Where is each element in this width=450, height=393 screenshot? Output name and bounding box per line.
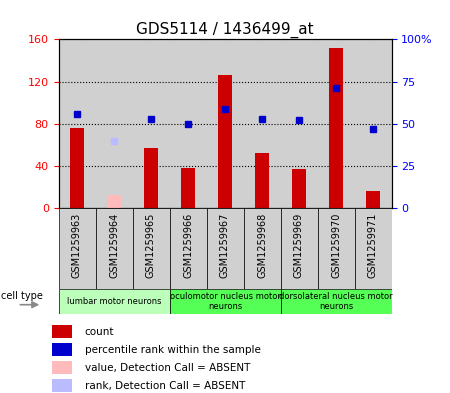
Text: rank, Detection Call = ABSENT: rank, Detection Call = ABSENT bbox=[85, 380, 245, 391]
Bar bbox=[58, 39, 95, 208]
Text: GSM1259963: GSM1259963 bbox=[72, 212, 82, 277]
Bar bbox=[58, 289, 170, 314]
Bar bbox=[52, 343, 72, 356]
Text: percentile rank within the sample: percentile rank within the sample bbox=[85, 345, 261, 355]
Bar bbox=[292, 169, 306, 208]
Bar bbox=[58, 208, 95, 289]
Bar bbox=[52, 325, 72, 338]
Text: GSM1259969: GSM1259969 bbox=[294, 212, 304, 277]
Bar bbox=[218, 75, 232, 208]
Text: value, Detection Call = ABSENT: value, Detection Call = ABSENT bbox=[85, 363, 250, 373]
Text: GSM1259964: GSM1259964 bbox=[109, 212, 119, 277]
Text: count: count bbox=[85, 327, 114, 337]
Text: GSM1259966: GSM1259966 bbox=[183, 212, 193, 277]
Bar bbox=[70, 128, 85, 208]
Bar bbox=[328, 48, 343, 208]
Bar bbox=[365, 191, 380, 208]
Bar bbox=[132, 208, 170, 289]
Text: GSM1259971: GSM1259971 bbox=[368, 212, 378, 278]
Bar bbox=[180, 168, 195, 208]
Bar bbox=[280, 208, 318, 289]
Title: GDS5114 / 1436499_at: GDS5114 / 1436499_at bbox=[136, 22, 314, 38]
Text: GSM1259968: GSM1259968 bbox=[257, 212, 267, 277]
Text: GSM1259970: GSM1259970 bbox=[331, 212, 341, 278]
Bar bbox=[255, 153, 270, 208]
Bar bbox=[318, 39, 355, 208]
Bar bbox=[318, 208, 355, 289]
Text: cell type: cell type bbox=[1, 291, 43, 301]
Bar bbox=[355, 39, 392, 208]
Text: oculomotor nucleus motor
neurons: oculomotor nucleus motor neurons bbox=[170, 292, 280, 311]
Bar bbox=[107, 195, 122, 208]
Bar bbox=[243, 208, 280, 289]
Bar bbox=[170, 39, 207, 208]
Bar bbox=[170, 208, 207, 289]
Text: GSM1259965: GSM1259965 bbox=[146, 212, 156, 278]
Bar bbox=[355, 208, 392, 289]
Bar bbox=[280, 289, 392, 314]
Bar bbox=[207, 39, 243, 208]
Text: dorsolateral nucleus motor
neurons: dorsolateral nucleus motor neurons bbox=[279, 292, 393, 311]
Bar bbox=[95, 208, 132, 289]
Bar bbox=[144, 148, 158, 208]
Bar bbox=[207, 208, 243, 289]
Text: GSM1259967: GSM1259967 bbox=[220, 212, 230, 278]
Bar bbox=[280, 39, 318, 208]
Bar bbox=[170, 289, 280, 314]
Bar bbox=[132, 39, 170, 208]
Bar bbox=[52, 379, 72, 392]
Bar bbox=[243, 39, 280, 208]
Bar bbox=[52, 361, 72, 374]
Text: lumbar motor neurons: lumbar motor neurons bbox=[67, 297, 161, 306]
Bar bbox=[95, 39, 132, 208]
